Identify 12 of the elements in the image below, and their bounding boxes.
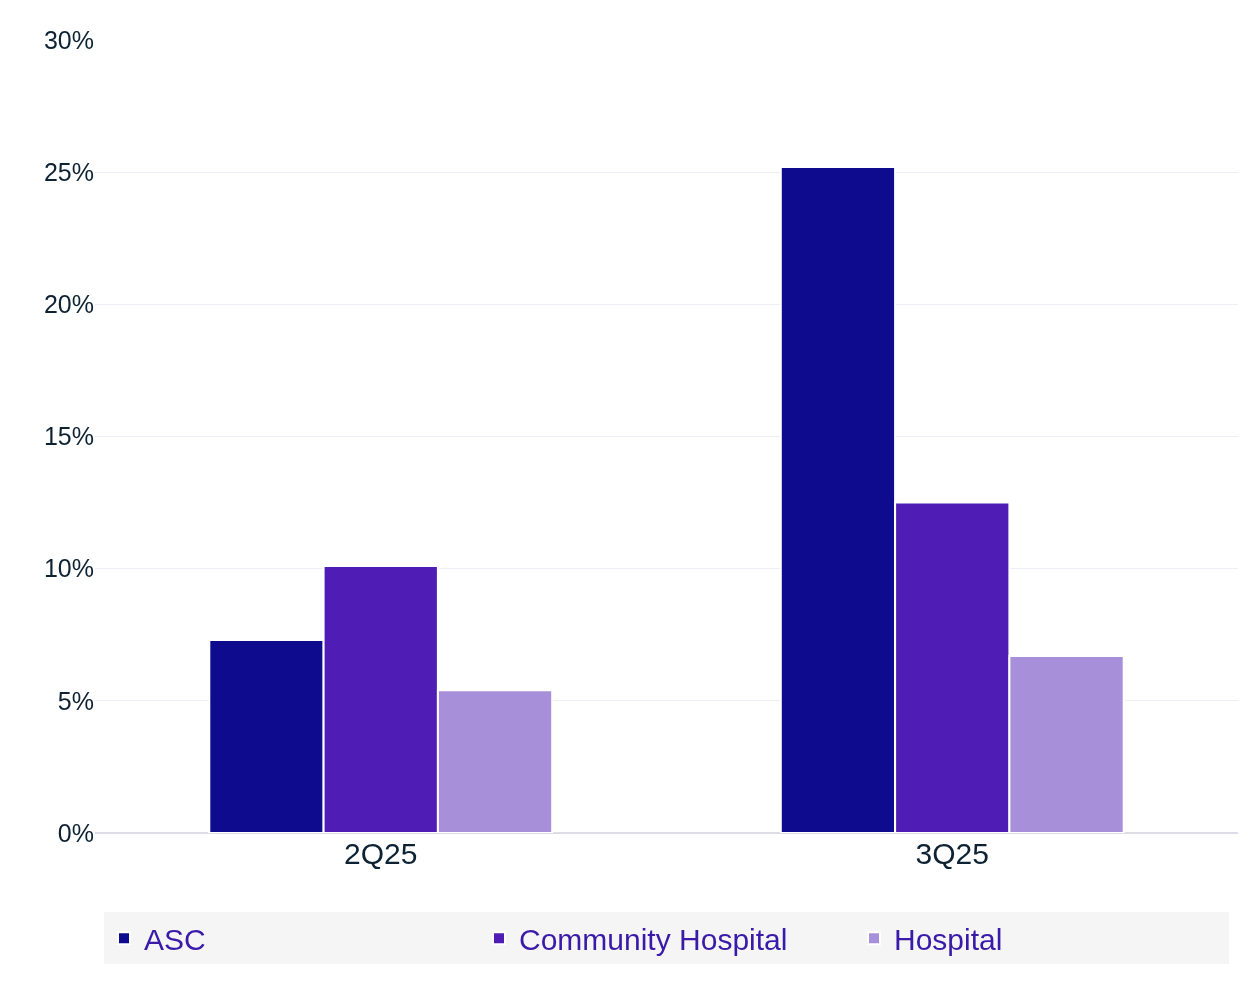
x-tick-label: 3Q25 [915, 837, 989, 870]
legend-label: Hospital [894, 923, 1003, 956]
y-tick-label: 25% [43, 157, 94, 186]
y-tick-label: 10% [43, 554, 94, 583]
y-tick-label: 30% [43, 25, 94, 54]
y-tick-label: 20% [43, 290, 94, 319]
x-tick-label: 2Q25 [344, 837, 418, 870]
legend-label: ASC [144, 923, 206, 956]
y-tick-label: 0% [57, 818, 94, 847]
legend-label: Community Hospital [519, 923, 788, 956]
y-tick-label: 15% [43, 422, 94, 451]
y-tick-label: 5% [57, 686, 94, 715]
